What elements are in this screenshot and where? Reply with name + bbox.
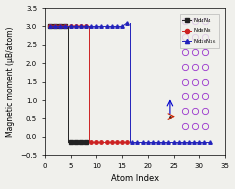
Legend: Nd$_4$N$_4$, Nd$_8$N$_8$, Nd$_{16}$N$_{16}$: Nd$_4$N$_4$, Nd$_8$N$_8$, Nd$_{16}$N$_{1… bbox=[180, 14, 219, 48]
X-axis label: Atom Index: Atom Index bbox=[111, 174, 159, 184]
Y-axis label: Magnetic moment (μB/atom): Magnetic moment (μB/atom) bbox=[6, 26, 15, 137]
